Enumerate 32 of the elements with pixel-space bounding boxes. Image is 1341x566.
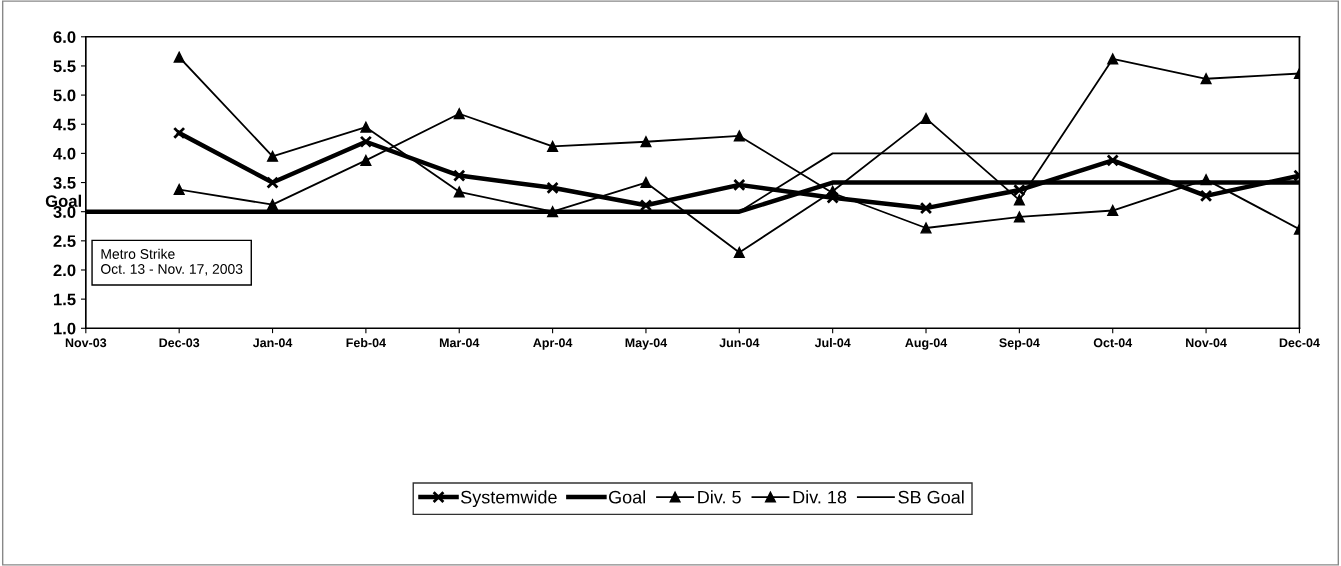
x-tick-label: May-04 <box>625 338 668 350</box>
y-tick-label: 3.5 <box>53 176 76 189</box>
y-tick-label: 3.0 <box>53 206 76 218</box>
x-tick-label: Jul-04 <box>814 338 851 348</box>
x-tick-label: Nov-04 <box>1186 338 1227 348</box>
annotation: Metro Strike Oct. 13 - Nov. 17, 2003 <box>101 248 243 276</box>
y-tick-label: 6.0 <box>53 31 76 43</box>
y-tick-label: 2.0 <box>53 264 76 277</box>
x-tick-label: Feb-04 <box>346 338 386 348</box>
x-tick-label: Mar-04 <box>439 338 480 348</box>
legend-label: Systemwide <box>461 490 557 508</box>
legend-label: Goal <box>608 490 645 504</box>
x-tick-label: Jan-04 <box>252 338 293 348</box>
y-tick-label: 4.0 <box>53 147 76 160</box>
x-tick-label: Aug-04 <box>905 338 948 350</box>
x-tick-label: Sep-04 <box>999 338 1040 350</box>
x-tick-label: Oct-04 <box>1093 338 1133 348</box>
text: Goal <box>45 194 82 207</box>
y-tick-label: 5.0 <box>53 89 76 102</box>
legend-label: Div. 5 <box>698 490 741 504</box>
y-tick-label: 5.5 <box>53 60 76 73</box>
x-tick-label: Dec-04 <box>1279 338 1320 348</box>
legend-label: Div. 18 <box>793 490 847 504</box>
legend-label: SB Goal <box>898 490 964 504</box>
y-tick-label: 4.5 <box>53 118 76 131</box>
x-tick-label: Nov-03 <box>65 338 107 348</box>
y-tick-label: 1.0 <box>53 322 76 335</box>
y-tick-label: 1.5 <box>53 293 76 306</box>
y-tick-label: 2.5 <box>53 235 76 248</box>
x-tick-label: Jun-04 <box>719 338 760 348</box>
x-tick-label: Apr-04 <box>533 338 573 350</box>
x-tick-label: Dec-03 <box>159 338 200 348</box>
